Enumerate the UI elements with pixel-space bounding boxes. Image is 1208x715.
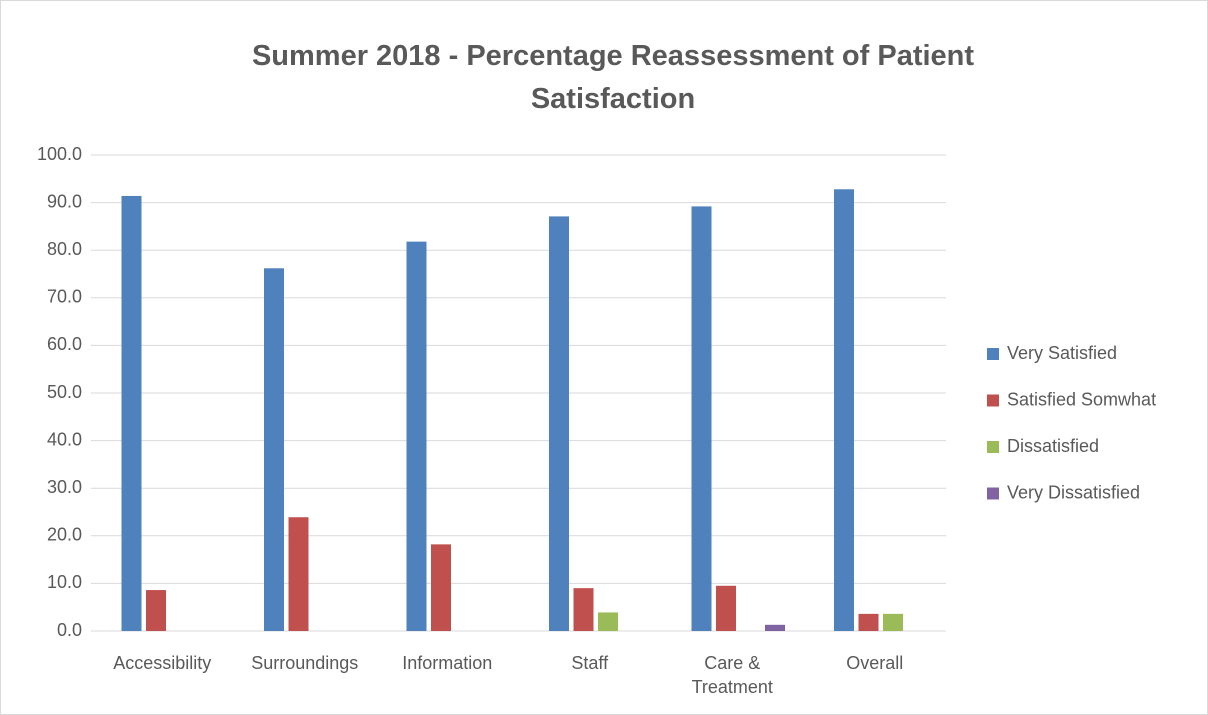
legend-swatch [987,394,999,407]
x-tick-label: Surroundings [251,653,359,673]
legend-label: Very Satisfied [1007,343,1117,363]
legend-label: Dissatisfied [1007,436,1099,456]
y-tick-label: 30.0 [47,477,82,497]
y-tick-label: 50.0 [47,382,82,402]
bar [883,613,903,631]
y-tick-label: 80.0 [47,239,82,259]
legend-swatch [987,441,999,453]
x-tick-label: Overall [846,653,904,673]
bar [288,517,309,631]
bar [598,612,618,631]
bar [264,268,284,631]
y-tick-label: 70.0 [47,287,82,307]
legend-label: Satisfied Somwhat [1007,389,1156,409]
bar [549,216,569,632]
y-tick-label: 90.0 [47,191,82,211]
x-tick-label: Information [402,653,493,673]
y-tick-label: 100.0 [37,144,82,164]
bar [146,590,166,631]
bar [858,613,879,631]
y-tick-label: 10.0 [47,572,82,592]
x-tick-label: Accessibility [113,653,212,673]
legend-swatch [987,348,999,360]
x-tick-label: Care & Treatment [691,653,773,697]
bar [431,544,451,631]
bar [716,585,736,631]
x-tick-label: Staff [571,653,609,673]
bar [121,195,142,631]
bar [691,206,712,631]
y-tick-label: 20.0 [47,525,82,545]
bar [834,189,854,631]
legend-label: Very Dissatisfied [1007,482,1140,502]
chart-title: Summer 2018 - Percentage Reassessment of… [251,40,975,115]
bar [765,624,785,631]
bar [573,588,594,631]
y-tick-label: 60.0 [47,334,82,354]
bar [406,241,427,631]
y-tick-label: 0.0 [57,620,82,640]
legend-swatch [987,487,999,500]
y-tick-label: 40.0 [47,429,82,449]
